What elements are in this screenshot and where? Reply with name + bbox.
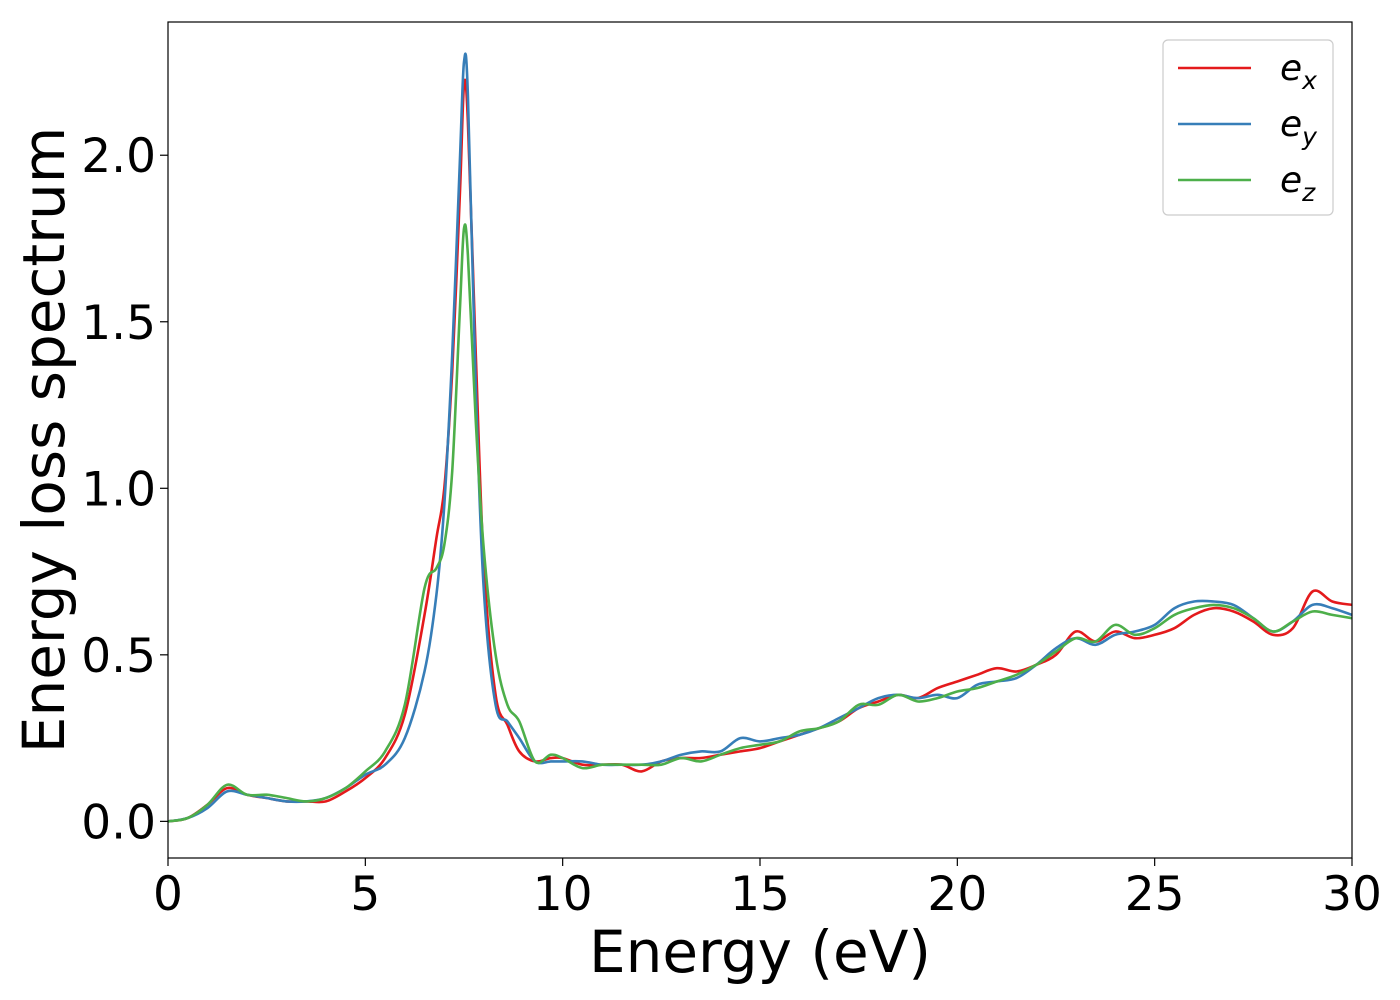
y-tick-label: 0.5: [81, 629, 156, 684]
y-tick-label: 1.5: [81, 296, 156, 351]
x-axis-title: Energy (eV): [589, 918, 931, 986]
legend-box: [1162, 39, 1334, 216]
x-tick-label: 20: [927, 867, 987, 922]
series-layer: [168, 52, 1352, 823]
series-line-ez: [168, 223, 1352, 823]
x-tick-label: 15: [730, 867, 790, 922]
legend-label-ex: ex: [1280, 48, 1317, 95]
x-tick-label: 0: [153, 867, 183, 922]
y-axis: 0.0 0.5 1.0 1.5 2.0: [81, 129, 168, 850]
x-tick-label: 5: [350, 867, 380, 922]
x-tick-label: 10: [533, 867, 593, 922]
x-tick-label: 25: [1125, 867, 1185, 922]
x-axis: 0 5 10 15 20 25 30: [153, 858, 1382, 922]
y-axis-title: Energy loss spectrum: [10, 127, 78, 753]
y-tick-label: 1.0: [81, 462, 156, 517]
y-tick-label: 2.0: [81, 129, 156, 184]
legend-label-ey: ey: [1280, 104, 1318, 151]
x-tick-label: 30: [1322, 867, 1382, 922]
series-line-ey: [168, 52, 1352, 823]
y-tick-label: 0.0: [81, 795, 156, 850]
